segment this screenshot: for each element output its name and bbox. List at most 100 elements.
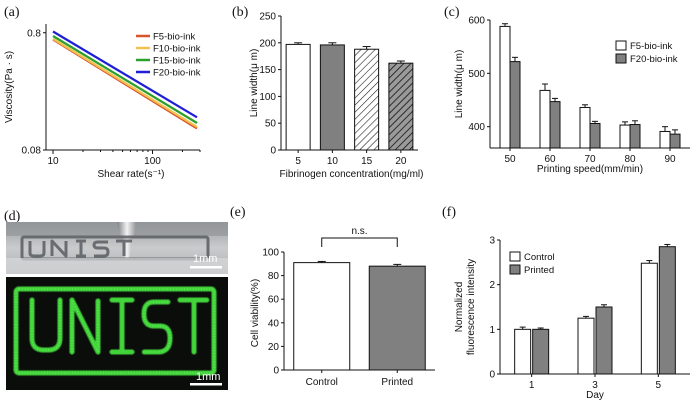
bar-20 bbox=[388, 62, 414, 151]
panel-letter-b: (b) bbox=[232, 5, 249, 20]
bar-f5-bio-ink-60 bbox=[539, 89, 551, 149]
x-tick-label: 80 bbox=[624, 154, 636, 165]
bar-f5-bio-ink-80 bbox=[619, 124, 631, 149]
scale-bar-label: 1mm bbox=[196, 371, 220, 383]
y-tick-label: 250 bbox=[259, 12, 276, 23]
viscosity-line-chart: 10 100 0.08 0.8 Viscosity(Pa · s) Shear rate(… bbox=[4, 24, 201, 180]
bar-5 bbox=[285, 43, 311, 151]
cell-viability-bar-chart: 0 20 40 60 80 100 Cell viability(%) Control Prin… bbox=[250, 226, 435, 388]
bar-10 bbox=[319, 44, 345, 151]
bar-f20-bio-ink-90 bbox=[669, 133, 681, 149]
legend-label: Control bbox=[524, 252, 555, 263]
panel-letter-e: (e) bbox=[230, 205, 246, 220]
legend-label: F20-bio-ink bbox=[630, 54, 678, 65]
bar-control-day-5 bbox=[640, 262, 658, 375]
legend-swatch bbox=[509, 251, 521, 262]
x-tick-label: 10 bbox=[47, 156, 59, 167]
y-tick-label: 150 bbox=[259, 65, 276, 76]
series-line-f20-bio-ink bbox=[52, 30, 198, 119]
y-tick-label: 0 bbox=[270, 146, 276, 157]
y-tick-label: 3 bbox=[489, 236, 495, 247]
y-tick-label: 0.08 bbox=[22, 146, 42, 157]
x-tick-label: 5 bbox=[656, 380, 662, 391]
legend-label: F5-bio-ink bbox=[630, 41, 672, 52]
printed-construct-photo: 1mm bbox=[6, 222, 228, 274]
y-axis-label: Viscosity(Pa · s) bbox=[4, 51, 15, 123]
x-tick-label: 15 bbox=[361, 156, 373, 167]
bar-printed bbox=[368, 265, 426, 371]
y-tick-label: 0 bbox=[489, 370, 495, 381]
y-tick-label: 40 bbox=[268, 318, 280, 329]
y-tick-label: 100 bbox=[259, 92, 276, 103]
significance-label: n.s. bbox=[351, 226, 367, 237]
panel-letter-d: (d) bbox=[4, 209, 21, 224]
legend-label: F5-bio-ink bbox=[153, 32, 195, 43]
bar-printed-day-5 bbox=[658, 246, 676, 375]
x-axis-label: Printing speed(mm/min) bbox=[537, 164, 643, 175]
bar-f5-bio-ink-90 bbox=[659, 130, 671, 149]
legend-label: F10-bio-ink bbox=[153, 44, 201, 55]
x-tick-label: Printed bbox=[381, 377, 413, 388]
bar-printed-day-1 bbox=[532, 328, 550, 375]
fluorescence-intensity-bar-chart: 0 1 2 3 Normalized fluorescence intensity 1 3 5 D… bbox=[454, 236, 690, 401]
bar-control-day-1 bbox=[514, 328, 532, 375]
series-line-f10-bio-ink bbox=[52, 37, 198, 128]
x-tick-label: 1 bbox=[529, 380, 535, 391]
scale-bar bbox=[190, 266, 222, 269]
y-axis-label: Normalized bbox=[454, 282, 465, 333]
fibrinogen-line-width-bar-chart: 0 50 100 150 200 250 Line width(μ m) 5 10 15 20 Fib… bbox=[249, 12, 423, 181]
bar-f20-bio-ink-60 bbox=[549, 101, 561, 149]
y-tick-label: 0.8 bbox=[27, 28, 41, 39]
x-tick-label: 10 bbox=[327, 156, 339, 167]
y-tick-label: 80 bbox=[268, 271, 280, 282]
y-tick-label: 20 bbox=[268, 342, 280, 353]
x-tick-label: 90 bbox=[664, 154, 676, 165]
scale-bar bbox=[190, 383, 222, 386]
bar-15 bbox=[354, 48, 380, 151]
legend-label: F20-bio-ink bbox=[153, 68, 201, 79]
y-tick-label: 1 bbox=[489, 325, 495, 336]
x-tick-label: 60 bbox=[544, 154, 556, 165]
x-axis-label: Fibrinogen concentration(mg/ml) bbox=[280, 169, 424, 180]
bar-printed-day-3 bbox=[595, 306, 613, 375]
y-axis-label: Line width(μ m) bbox=[454, 50, 465, 119]
x-axis-label: Shear rate(s⁻¹) bbox=[98, 169, 165, 180]
bar-f5-bio-ink-70 bbox=[579, 106, 591, 149]
x-tick-label: 100 bbox=[144, 156, 161, 167]
scale-bar-label: 1mm bbox=[193, 253, 217, 265]
printing-speed-line-width-bar-chart: 400 500 600 Line width(μ m) 50 60 70 80 90 Printi… bbox=[454, 16, 690, 175]
y-tick-label: 100 bbox=[262, 248, 279, 259]
y-tick-label: 50 bbox=[265, 119, 277, 130]
y-axis-label: fluorescence intensity bbox=[466, 259, 477, 355]
x-tick-label: 3 bbox=[592, 380, 598, 391]
y-tick-label: 600 bbox=[468, 16, 485, 27]
legend-swatch bbox=[615, 40, 627, 51]
y-tick-label: 2 bbox=[489, 280, 495, 291]
y-tick-label: 60 bbox=[268, 295, 280, 306]
bar-control bbox=[293, 262, 351, 371]
legend-label: F15-bio-ink bbox=[153, 56, 201, 67]
fluorescence-photo: 1mm bbox=[6, 277, 228, 390]
bar-f5-bio-ink-50 bbox=[499, 25, 511, 149]
panel-letter-a: (a) bbox=[4, 5, 20, 20]
x-tick-label: 5 bbox=[295, 156, 301, 167]
x-tick-label: 50 bbox=[504, 154, 516, 165]
significance-bracket bbox=[321, 237, 398, 247]
x-tick-label: Control bbox=[306, 377, 338, 388]
panel-letter-f: (f) bbox=[442, 205, 456, 220]
legend-label: Printed bbox=[524, 265, 554, 276]
bar-f20-bio-ink-50 bbox=[509, 61, 521, 149]
x-tick-label: 20 bbox=[395, 156, 407, 167]
printed-unist-lettering bbox=[20, 235, 210, 261]
legend-swatch bbox=[615, 53, 627, 64]
bar-f20-bio-ink-70 bbox=[589, 122, 601, 149]
x-axis-label: Day bbox=[586, 390, 604, 401]
y-tick-label: 0 bbox=[273, 366, 279, 377]
panel-letter-c: (c) bbox=[444, 5, 460, 20]
y-axis-label: Line width(μ m) bbox=[249, 49, 260, 118]
legend-swatch bbox=[509, 264, 521, 275]
x-tick-label: 70 bbox=[584, 154, 596, 165]
bar-control-day-3 bbox=[577, 317, 595, 375]
bar-f20-bio-ink-80 bbox=[629, 124, 641, 149]
